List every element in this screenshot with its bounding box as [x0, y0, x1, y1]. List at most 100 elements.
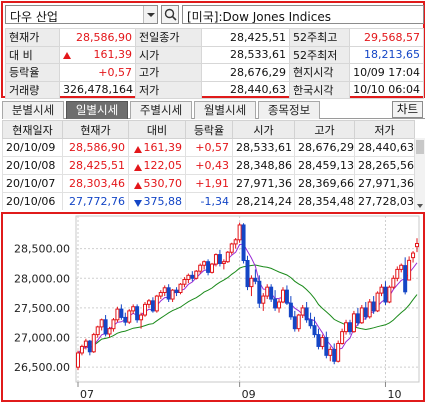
candle-body: [178, 283, 183, 294]
chevron-down-icon[interactable]: [143, 6, 157, 23]
cell-open: 28,533,61: [232, 138, 295, 157]
quote-label: 대 비: [5, 45, 60, 64]
candle-body: [296, 314, 301, 330]
candle-body: [146, 300, 151, 305]
quote-label: 52주최저: [289, 45, 350, 64]
cell-text: 28,354,48: [298, 195, 354, 208]
candle-body: [158, 292, 163, 297]
quote-row: 대 비 161,39 시가 28,533,61 52주최저 18,213,65: [5, 45, 424, 64]
candle-body: [355, 313, 360, 324]
scroll-down-icon[interactable]: [417, 204, 423, 208]
quote-value: 161,39: [59, 45, 136, 64]
cell-price: 28,586,90: [62, 138, 129, 157]
cell-text: 27,772,76: [69, 195, 125, 208]
candle-body: [225, 251, 230, 263]
cell-price: 28,303,46: [62, 174, 129, 193]
up-triangle-icon: [63, 52, 71, 60]
chart-canvas[interactable]: 28,500.00 28,000.00 27,500.00 27,000.00 26,5…: [3, 214, 423, 400]
cell-date: 20/10/07: [2, 174, 63, 193]
cell-text: 530,70: [143, 177, 183, 190]
candle-body: [304, 307, 309, 321]
tab-4[interactable]: 종목정보: [258, 101, 320, 119]
x-tick-label: 10: [387, 388, 401, 400]
cell-text: -1,34: [200, 195, 229, 208]
tab-0[interactable]: 분별시세: [2, 101, 64, 119]
candle-body: [233, 239, 238, 245]
search-icon: [164, 8, 177, 21]
stock-select[interactable]: 다우 산업: [5, 5, 158, 24]
column-header[interactable]: 저가: [354, 120, 415, 139]
quote-label: 현재가: [5, 28, 60, 47]
quote-value: 28,586,90: [59, 28, 136, 47]
scrollbar-thumb[interactable]: [416, 140, 424, 154]
quote-label: 고가: [135, 63, 202, 82]
cell-text: 28,303,46: [69, 177, 125, 190]
quote-value-text: 28,676,29: [230, 65, 286, 79]
candle-body: [375, 292, 380, 312]
table-row[interactable]: 20/10/06 27,772,76 375,88 -1,34 28,214,24 28,…: [2, 192, 415, 210]
candle-body: [359, 307, 364, 324]
tab-1[interactable]: 일별시세: [66, 101, 128, 119]
quote-value: 28,425,51: [201, 28, 290, 47]
up-triangle-icon: [134, 182, 142, 189]
table-row[interactable]: 20/10/07 28,303,46 530,70 +1,91 27,971,36 28,…: [2, 174, 415, 193]
cell-change: 530,70: [128, 174, 186, 193]
column-header[interactable]: 현재가: [62, 120, 129, 139]
table-row[interactable]: 20/10/09 28,586,90 161,39 +0,57 28,533,61 28,…: [2, 138, 415, 157]
y-tick-label: 27,500.00: [14, 302, 70, 315]
quote-value-text: 10/09 17:04: [353, 65, 420, 79]
search-button[interactable]: [161, 5, 179, 24]
candle-body: [411, 252, 416, 259]
tab-2[interactable]: 주별시세: [130, 101, 192, 119]
quote-value: 10/09 17:04: [349, 63, 424, 82]
candle-body: [387, 286, 392, 303]
candle-body: [241, 224, 246, 262]
quote-label: 52주최고: [289, 28, 350, 47]
column-header[interactable]: 고가: [294, 120, 355, 139]
daily-price-table: 현재일자 현재가 대비 등락율 시가 고가 저가 20/10/09 28,586,90 161,…: [2, 120, 425, 210]
cell-high: 28,369,66: [294, 174, 355, 193]
quote-value: 326,478,164: [59, 80, 136, 99]
quote-label: 현지시각: [289, 63, 350, 82]
cell-open: 28,214,24: [232, 192, 295, 210]
candle-body: [367, 301, 372, 318]
cell-text: 20/10/06: [6, 195, 56, 208]
quote-value-text: 161,39: [93, 48, 133, 62]
cell-text: +1,91: [195, 177, 229, 190]
column-header[interactable]: 현재일자: [2, 120, 63, 139]
candle-body: [87, 340, 92, 353]
cell-text: +0,43: [195, 159, 229, 172]
cell-price: 28,425,51: [62, 156, 129, 175]
candle-body: [107, 328, 112, 335]
candle-body: [229, 243, 234, 253]
column-header[interactable]: 시가: [232, 120, 295, 139]
candlestick-chart[interactable]: 28,500.00 28,000.00 27,500.00 27,000.00 26,5…: [1, 212, 425, 402]
y-tick-label: 27,000.00: [14, 332, 70, 345]
quote-value: 28,676,29: [201, 63, 290, 82]
candle-body: [284, 289, 289, 304]
quote-value-text: 29,568,57: [364, 30, 420, 44]
quote-value: 29,568,57: [349, 28, 424, 47]
quote-value-text: 326,478,164: [63, 83, 133, 97]
column-header[interactable]: 등락율: [185, 120, 233, 139]
quote-value-text: +0,57: [98, 65, 132, 79]
cell-text: 27,971,36: [358, 177, 414, 190]
quote-label: 한국시각: [289, 80, 350, 99]
quote-value-text: 28,533,61: [230, 48, 286, 62]
candle-body: [119, 308, 124, 318]
table-row[interactable]: 20/10/08 28,425,51 122,05 +0,43 28,348,86 28,…: [2, 156, 415, 175]
candle-body: [198, 264, 203, 272]
cell-date: 20/10/08: [2, 156, 63, 175]
candle-body: [127, 310, 132, 323]
table-scrollbar[interactable]: [414, 138, 425, 210]
chart-button[interactable]: 차트: [392, 101, 423, 118]
cell-low: 27,971,36: [354, 174, 415, 193]
tab-3[interactable]: 월별시세: [194, 101, 256, 119]
candle-body: [83, 340, 88, 347]
cell-text: 28,214,24: [236, 195, 292, 208]
quote-label: 저가: [135, 80, 202, 99]
column-header[interactable]: 대비: [128, 120, 186, 139]
cell-text: 20/10/08: [6, 159, 56, 172]
x-tick-label: 09: [242, 388, 256, 400]
quote-row: 거래량 326,478,164 저가 28,440,63 한국시각 10/10 06:04: [5, 80, 424, 99]
